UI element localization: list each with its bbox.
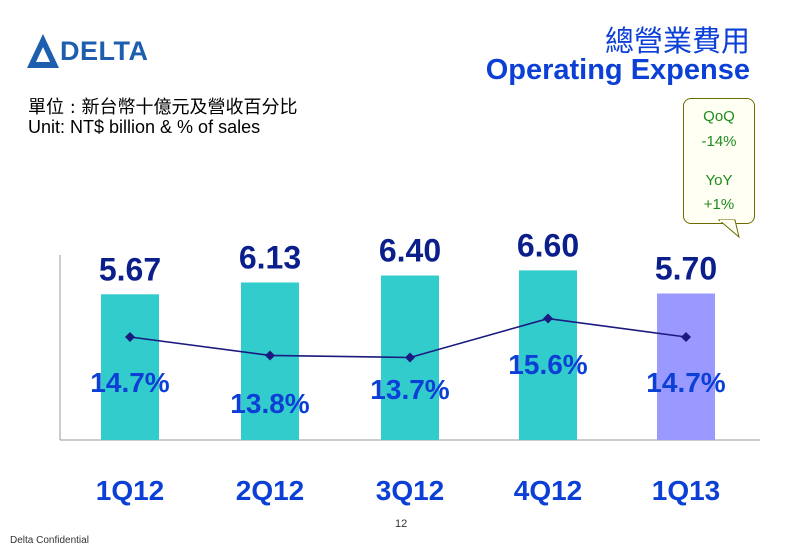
bar-value-label: 6.13	[239, 239, 301, 275]
logo-text: DELTA	[60, 36, 149, 66]
bar-value-label: 6.60	[517, 227, 579, 263]
yoy-label: YoY	[705, 172, 733, 189]
yoy-value: +1%	[703, 196, 735, 213]
pct-value-label: 13.8%	[230, 388, 309, 419]
pct-marker-4Q12	[543, 313, 553, 324]
x-tick-label: 2Q12	[236, 475, 305, 506]
page-number: 12	[395, 518, 408, 530]
bar-value-label: 5.70	[655, 251, 717, 287]
pct-value-label: 14.7%	[90, 367, 169, 398]
x-tick-label: 3Q12	[376, 475, 445, 506]
qoq-value: -14%	[701, 133, 737, 150]
x-tick-label: 4Q12	[514, 475, 583, 506]
callout-pointer	[717, 219, 740, 239]
page-title-en: Operating Expense	[485, 54, 750, 86]
qoq-label: QoQ	[703, 108, 735, 125]
bar-value-label: 6.40	[379, 233, 441, 269]
bar-value-label: 5.67	[99, 251, 161, 287]
x-tick-label: 1Q12	[96, 475, 165, 506]
delta-logo-icon	[27, 34, 59, 68]
pct-marker-2Q12	[265, 350, 275, 361]
pct-value-label: 13.7%	[370, 374, 449, 405]
pct-value-label: 15.6%	[508, 349, 587, 380]
bar-4Q12	[519, 270, 577, 440]
bar-1Q13	[657, 293, 715, 440]
pct-marker-3Q12	[405, 352, 415, 363]
pct-marker-1Q12	[125, 332, 135, 342]
confidential-label: Delta Confidential	[10, 535, 89, 546]
unit-label-en: Unit: NT$ billion & % of sales	[28, 117, 261, 137]
growth-callout	[683, 98, 755, 224]
pct-marker-1Q13	[681, 332, 691, 342]
unit-label-zh: 單位 : 新台幣十億元及營收百分比	[28, 97, 298, 118]
pct-value-label: 14.7%	[646, 367, 725, 398]
page-title-zh: 總營業費用	[604, 24, 750, 58]
x-tick-label: 1Q13	[652, 475, 721, 506]
bar-2Q12	[241, 282, 299, 440]
bar-1Q12	[101, 294, 159, 440]
